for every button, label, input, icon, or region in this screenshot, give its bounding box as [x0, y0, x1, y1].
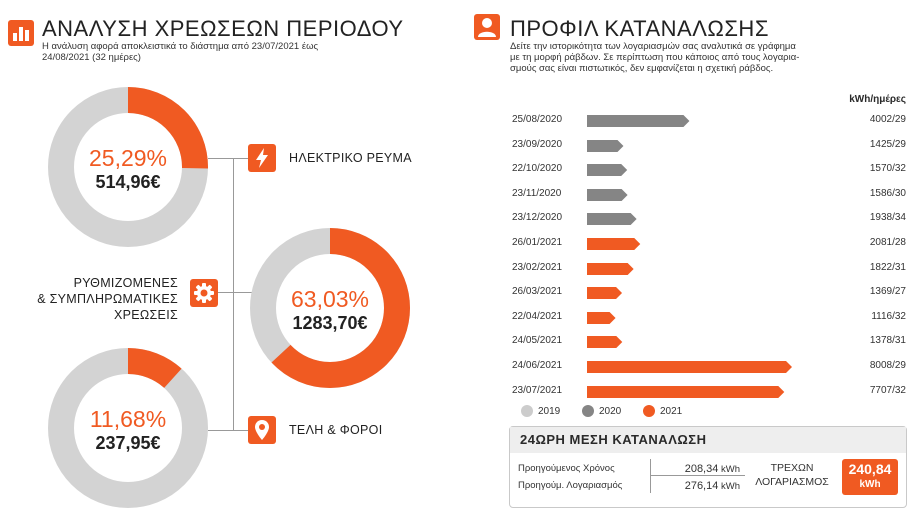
prev-year-unit: kWh — [721, 464, 740, 475]
connector-line-mid — [218, 292, 258, 293]
bar — [587, 212, 638, 230]
bar-date-label: 22/04/2021 — [512, 310, 563, 322]
bar-date-label: 23/12/2020 — [512, 212, 563, 224]
connector-line — [233, 158, 234, 430]
connector-line-top — [208, 158, 248, 159]
bar — [587, 188, 629, 206]
analysis-subtitle-line2: 24/08/2021 (32 ημέρες) — [42, 52, 141, 63]
bar-value-label: 1586/30 — [869, 187, 906, 199]
bar-value-label: 8008/29 — [869, 360, 906, 371]
analysis-title: ΑΝΑΛΥΣΗ ΧΡΕΩΣΕΩΝ ΠΕΡΙΟΔΟΥ — [42, 16, 404, 41]
bar-value-label: 4002/29 — [869, 114, 906, 125]
prev-year-value: 208,34 kWh — [662, 463, 740, 475]
taxes-amount: 237,95€ — [95, 433, 161, 453]
legend-2020-dot — [582, 405, 594, 417]
user-icon — [474, 14, 500, 40]
bar — [587, 286, 623, 304]
profile-title: ΠΡΟΦΙΛ ΚΑΤΑΝΑΛΩΣΗΣ — [510, 16, 769, 41]
bar — [587, 360, 793, 378]
donut-regulated — [250, 228, 410, 388]
bar — [587, 311, 617, 329]
bar — [587, 237, 641, 255]
category-taxes: ΤΕΛΗ & ΦΟΡΟΙ — [289, 423, 383, 437]
prev-bill-number: 276,14 — [684, 480, 719, 492]
column-divider — [650, 459, 651, 493]
bar-date-label: 24/06/2021 — [512, 360, 563, 371]
bar — [587, 385, 785, 403]
electricity-amount: 514,96€ — [95, 172, 161, 192]
analysis-subtitle-line1: Η ανάλυση αφορά αποκλειστικά το διάστημα… — [42, 41, 319, 52]
prev-year-label: Προηγούμενος Χρόνος — [518, 463, 615, 474]
category-regulated-line3: ΧΡΕΩΣΕΙΣ — [113, 308, 178, 322]
bar-value-label: 1116/32 — [871, 310, 906, 322]
legend-2019: 2019 — [538, 406, 561, 417]
current-label-line1: ΤΡΕΧΩΝ — [770, 462, 814, 474]
current-unit: kWh — [859, 479, 881, 490]
legend-2019-dot — [521, 405, 533, 417]
prev-bill-unit: kWh — [721, 481, 740, 492]
profile-desc-line1: Δείτε την ιστορικότητα των λογαριασμών σ… — [510, 41, 796, 52]
legend-2021-dot — [643, 405, 655, 417]
bar — [587, 262, 635, 280]
location-pin-icon — [248, 416, 276, 444]
donut-taxes — [48, 348, 208, 508]
profile-desc-line2: με τη μορφή ράβδων. Σε περίπτωση που κάπ… — [510, 52, 800, 63]
bar-value-label: 1570/32 — [869, 163, 906, 175]
prev-bill-value: 276,14 kWh — [662, 480, 740, 492]
category-regulated: ΡΥΘΜΙΖΟΜΕΝΕΣ & ΣΥΜΠΛΗΡΩΜΑΤΙΚΕΣ ΧΡΕΩΣΕΙΣ — [0, 275, 178, 323]
unit-header: kWh/ημέρες — [849, 94, 906, 105]
daily-title: 24ΩΡΗ ΜΕΣΗ ΚΑΤΑΝΑΛΩΣΗ — [510, 427, 906, 453]
bar-date-label: 26/03/2021 — [512, 286, 563, 298]
legend-2020: 2020 — [599, 406, 622, 417]
gear-icon — [190, 279, 218, 307]
taxes-percent: 11,68% — [89, 406, 167, 432]
category-electricity: ΗΛΕΚΤΡΙΚΟ ΡΕΥΜΑ — [289, 151, 412, 165]
bar-value-label: 1938/34 — [869, 212, 906, 224]
bar-date-label: 24/05/2021 — [512, 335, 563, 347]
bar-date-label: 23/02/2021 — [512, 261, 563, 273]
category-regulated-line2: & ΣΥΜΠΛΗΡΩΜΑΤΙΚΕΣ — [37, 292, 178, 306]
bar-date-label: 26/01/2021 — [512, 237, 563, 248]
regulated-percent: 63,03% — [290, 286, 369, 312]
bar-date-label: 22/10/2020 — [512, 163, 563, 175]
bar — [587, 139, 624, 157]
bar — [587, 335, 623, 353]
lightning-icon — [248, 144, 276, 172]
prev-year-number: 208,34 — [684, 463, 719, 475]
regulated-amount: 1283,70€ — [292, 313, 368, 333]
category-regulated-line1: ΡΥΘΜΙΖΟΜΕΝΕΣ — [73, 276, 178, 290]
bar — [587, 163, 628, 181]
profile-description: Δείτε την ιστορικότητα των λογαριασμών σ… — [510, 41, 799, 74]
current-bill-label: ΤΡΕΧΩΝ ΛΟΓΑΡΙΑΣΜΟΣ — [746, 461, 838, 489]
daily-consumption-box: 24ΩΡΗ ΜΕΣΗ ΚΑΤΑΝΑΛΩΣΗ Προηγούμενος Χρόνο… — [509, 426, 907, 508]
legend-2021: 2021 — [660, 406, 683, 417]
analysis-subtitle: Η ανάλυση αφορά αποκλειστικά το διάστημα… — [42, 41, 318, 63]
bar-value-label: 2081/28 — [869, 237, 906, 248]
bar-date-label: 23/07/2021 — [512, 384, 563, 396]
donut-electricity — [48, 87, 208, 247]
bar-date-label: 23/11/2020 — [512, 187, 562, 199]
current-value: 240,84 — [848, 461, 892, 477]
bar-value-label: 1425/29 — [869, 138, 906, 150]
electricity-percent: 25,29% — [88, 145, 167, 171]
profile-desc-line3: σμούς σας είναι πιστωτικός, δεν εμφανίζε… — [510, 63, 774, 74]
bar-date-label: 25/08/2020 — [512, 114, 563, 125]
bar-value-label: 7707/32 — [869, 384, 906, 396]
bar-date-label: 23/09/2020 — [512, 138, 563, 150]
bar-value-label: 1822/31 — [869, 261, 906, 273]
row-divider — [650, 475, 745, 476]
connector-line-bottom — [208, 430, 248, 431]
current-label-line2: ΛΟΓΑΡΙΑΣΜΟΣ — [755, 476, 829, 488]
bar — [587, 114, 690, 132]
current-bill-value-badge: 240,84 kWh — [842, 459, 898, 495]
bar-chart-icon — [8, 20, 34, 46]
prev-bill-label: Προηγούμ. Λογαριασμός — [518, 480, 623, 491]
bar-value-label: 1378/31 — [869, 335, 906, 347]
bar-value-label: 1369/27 — [869, 286, 906, 298]
